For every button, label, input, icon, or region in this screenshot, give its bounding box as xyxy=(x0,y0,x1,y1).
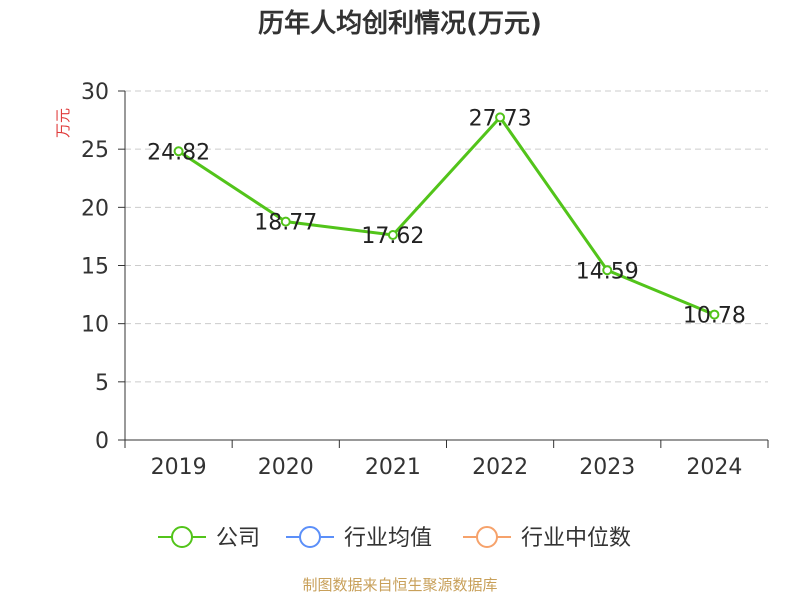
x-tick-label: 2023 xyxy=(579,455,635,480)
x-tick-label: 2019 xyxy=(151,455,207,480)
y-axis-label: 万元 xyxy=(54,108,72,138)
data-label: 14.59 xyxy=(576,259,639,284)
data-point xyxy=(709,309,720,320)
axes: 0 5 10 15 20 25 30 2019 2020 2021 2022 2023 2024 xyxy=(81,80,769,480)
x-tick-label: 2024 xyxy=(686,455,742,480)
data-label: 27.73 xyxy=(469,106,532,131)
series-line xyxy=(177,115,715,316)
data-point xyxy=(602,265,613,276)
legend-swatch-marker xyxy=(299,526,321,548)
legend-item: 行业中位数 xyxy=(463,526,631,551)
legend-swatch-marker xyxy=(171,526,193,548)
y-tick-label: 10 xyxy=(81,313,109,338)
grid-lines xyxy=(125,90,768,383)
data-point xyxy=(495,112,506,123)
x-tick-label: 2021 xyxy=(365,455,421,480)
y-tick-label: 20 xyxy=(81,196,109,221)
y-tick-label: 5 xyxy=(95,371,109,396)
data-label: 24.82 xyxy=(147,140,210,165)
x-tick-label: 2022 xyxy=(472,455,528,480)
y-tick-label: 15 xyxy=(81,255,109,280)
y-tick-label: 0 xyxy=(95,429,109,454)
series-layer: 24.82 18.77 17.62 27.73 14.59 10.78 xyxy=(147,106,746,328)
source-note: 制图数据来自恒生聚源数据库 xyxy=(302,576,497,594)
legend: 公司 行业均值 行业中位数 xyxy=(158,526,631,551)
data-point xyxy=(387,230,398,241)
y-tick-label: 30 xyxy=(81,80,109,105)
data-label: 18.77 xyxy=(254,211,317,236)
data-point xyxy=(173,146,184,157)
data-label: 10.78 xyxy=(683,304,746,329)
chart-title: 历年人均创利情况(万元) xyxy=(258,8,542,39)
legend-label: 行业均值 xyxy=(344,526,432,551)
data-point xyxy=(280,216,291,227)
legend-label: 公司 xyxy=(216,526,260,551)
legend-item: 行业均值 xyxy=(286,526,432,551)
legend-item: 公司 xyxy=(158,526,260,551)
legend-label: 行业中位数 xyxy=(521,526,631,551)
y-tick-label: 25 xyxy=(81,138,109,163)
x-tick-label: 2020 xyxy=(258,455,314,480)
legend-swatch-marker xyxy=(476,526,498,548)
data-label: 17.62 xyxy=(361,224,424,249)
